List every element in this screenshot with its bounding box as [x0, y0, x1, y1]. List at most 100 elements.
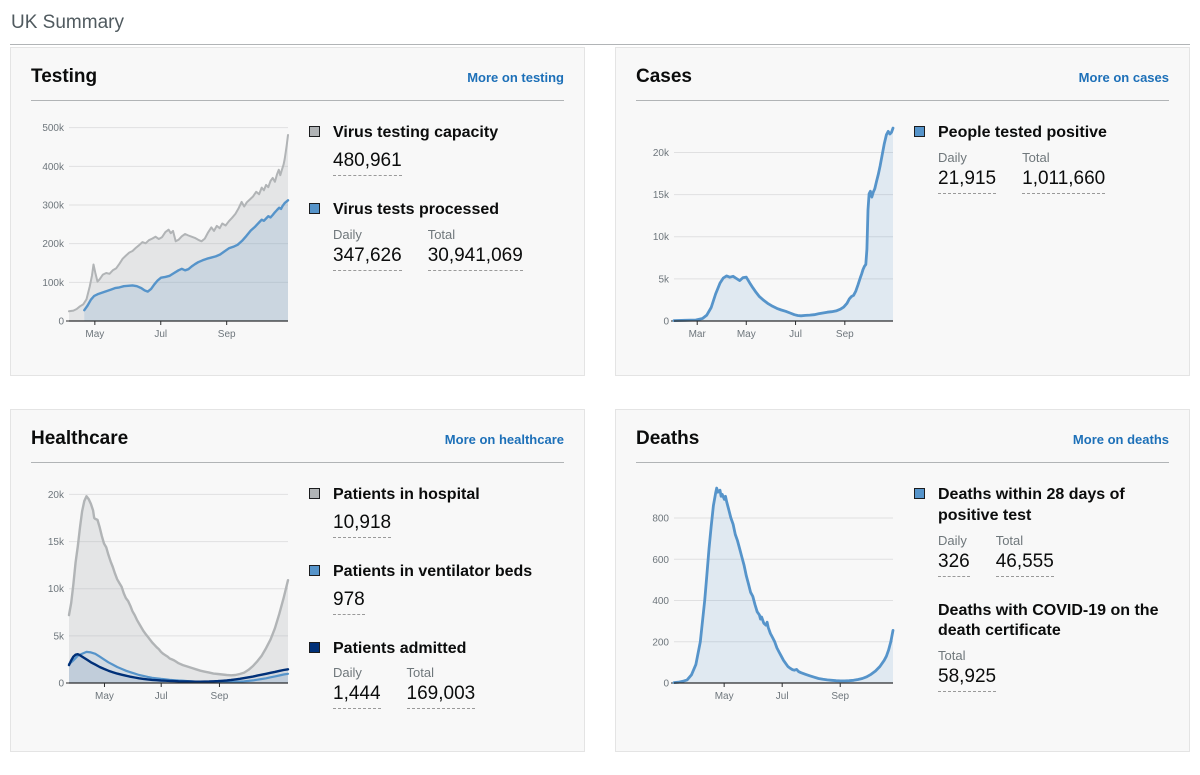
x-tick-label: Sep	[836, 329, 854, 340]
stat-sublabel: Total	[406, 665, 435, 681]
more-on-testing-link[interactable]: More on testing	[467, 70, 564, 85]
y-tick-label: 800	[652, 514, 669, 525]
deaths-stats: Deaths within 28 days of positive test Da…	[914, 471, 1169, 716]
y-tick-label: 20k	[48, 490, 65, 501]
stat-item: Deaths with COVID-19 on the death certif…	[914, 601, 1169, 693]
stat-item: Patients in hospital 10,918	[309, 485, 564, 538]
card-header: Testing More on testing	[31, 66, 564, 88]
x-tick-label: Jul	[776, 691, 789, 702]
x-tick-label: Mar	[689, 329, 707, 340]
healthcare-stats: Patients in hospital 10,918 Patients in ve…	[309, 471, 564, 733]
y-tick-label: 600	[652, 555, 669, 566]
card-title-cases: Cases	[636, 66, 692, 87]
stat-sublabel: Daily	[333, 226, 362, 242]
stat-title: People tested positive	[938, 124, 1107, 141]
value-block: Total 169,003	[406, 665, 476, 710]
stat-value: 1,011,660	[1022, 168, 1106, 194]
card-divider	[31, 100, 564, 101]
stat-sublabel: Total	[427, 226, 456, 242]
card-healthcare: Healthcare More on healthcare 0 5k 10k 15k 2…	[10, 409, 585, 753]
stat-sublabel: Daily	[333, 665, 362, 681]
y-tick-label: 10k	[48, 584, 65, 595]
stat-values: Daily 347,626 Total 30,941,069	[333, 227, 564, 271]
y-tick-label: 5k	[658, 274, 670, 285]
stat-item: Patients in ventilator beds 978	[309, 562, 564, 615]
y-tick-label: 200	[652, 637, 669, 648]
value-block: Daily 21,915	[938, 150, 997, 194]
value-block: Daily 326	[938, 533, 970, 577]
x-tick-label: Jul	[155, 691, 168, 702]
cards-grid: Testing More on testing 0 100k 200k 300k 400…	[10, 47, 1190, 753]
stat-value: 1,444	[333, 683, 381, 710]
legend-square-navy-icon	[309, 641, 320, 653]
value-block: 978	[333, 589, 365, 615]
legend-square-blue-icon	[914, 126, 925, 137]
card-body: 0 5k 10k 15k 20k May Jul Sep Patients in hospit…	[31, 471, 564, 733]
legend-square-blue-icon	[309, 564, 320, 576]
stat-values: Daily 326 Total 46,555	[938, 533, 1169, 577]
x-tick-label: May	[715, 691, 734, 702]
card-body: 0 5k 10k 15k 20k Mar May Jul Sep People tested p…	[636, 109, 1169, 347]
value-block: Daily 1,444	[333, 665, 381, 710]
value-block: Daily 347,626	[333, 227, 402, 271]
legend-square-gray-icon	[309, 126, 320, 137]
stat-values: 978	[333, 589, 564, 615]
page-title: UK Summary	[11, 12, 124, 33]
stat-title: Patients in ventilator beds	[333, 562, 533, 580]
series-line	[672, 126, 895, 322]
y-tick-label: 100k	[42, 278, 65, 289]
page-divider	[10, 44, 1190, 45]
legend-square-blue-icon	[309, 202, 320, 214]
stat-title: Deaths within 28 days of positive test	[938, 486, 1125, 524]
y-tick-label: 500k	[42, 123, 65, 134]
stat-value: 30,941,069	[427, 245, 523, 271]
testing-chart: 0 100k 200k 300k 400k 500k May Jul Sep	[31, 115, 293, 347]
stat-item: People tested positive Daily 21,915 Total 1,…	[914, 123, 1169, 194]
series-line	[67, 653, 290, 683]
stat-values: Total 58,925	[938, 648, 1169, 693]
stat-title: Virus tests processed	[333, 200, 500, 218]
stat-sublabel: Daily	[938, 532, 967, 548]
card-header: Cases More on cases	[636, 66, 1169, 88]
legend-square-blue-icon	[914, 488, 925, 499]
legend-square-gray-icon	[309, 488, 320, 499]
healthcare-chart-svg: 0 5k 10k 15k 20k May Jul Sep	[48, 490, 290, 702]
cases-chart-svg: 0 5k 10k 15k 20k Mar May Jul Sep	[653, 126, 895, 340]
y-tick-label: 0	[58, 679, 64, 690]
cases-stats: People tested positive Daily 21,915 Total 1,…	[914, 109, 1169, 347]
card-deaths: Deaths More on deaths 0 200 400 600 800 May Ju…	[615, 409, 1190, 753]
more-on-deaths-link[interactable]: More on deaths	[1072, 432, 1169, 447]
x-tick-label: Sep	[218, 329, 236, 340]
card-divider	[31, 462, 564, 463]
x-tick-label: Sep	[831, 691, 849, 702]
testing-chart-svg: 0 100k 200k 300k 400k 500k May Jul Sep	[42, 123, 290, 340]
stat-value: 10,918	[333, 512, 392, 538]
card-divider	[636, 462, 1169, 463]
y-tick-label: 0	[663, 679, 669, 690]
deaths-chart-svg: 0 200 400 600 800 May Jul Sep	[652, 486, 895, 702]
value-block: Total 1,011,660	[1022, 149, 1106, 194]
stat-value: 58,925	[938, 666, 997, 693]
card-body: 0 200 400 600 800 May Jul Sep Deaths within 28 …	[636, 471, 1169, 716]
value-block: Total 30,941,069	[427, 226, 523, 271]
stat-value: 169,003	[406, 683, 476, 710]
y-tick-label: 400	[652, 596, 669, 607]
card-testing: Testing More on testing 0 100k 200k 300k 400…	[10, 47, 585, 376]
stat-title: Patients in hospital	[333, 486, 480, 503]
x-tick-label: Jul	[154, 329, 167, 340]
more-on-cases-link[interactable]: More on cases	[1078, 70, 1169, 85]
stat-value: 326	[938, 551, 970, 577]
stat-sublabel: Total	[1022, 149, 1050, 165]
stat-value: 347,626	[333, 245, 402, 271]
stat-title: Patients admitted	[333, 639, 467, 657]
value-block: Total 46,555	[995, 533, 1054, 577]
card-body: 0 100k 200k 300k 400k 500k May Jul Sep Virus tes…	[31, 109, 564, 347]
card-title-healthcare: Healthcare	[31, 428, 129, 449]
more-on-healthcare-link[interactable]: More on healthcare	[444, 432, 564, 447]
series-line	[67, 495, 290, 677]
stat-title: Virus testing capacity	[333, 124, 499, 141]
stat-value: 46,555	[995, 551, 1054, 577]
y-tick-label: 15k	[48, 537, 65, 548]
value-block: 10,918	[333, 512, 392, 538]
y-tick-label: 400k	[42, 162, 65, 173]
